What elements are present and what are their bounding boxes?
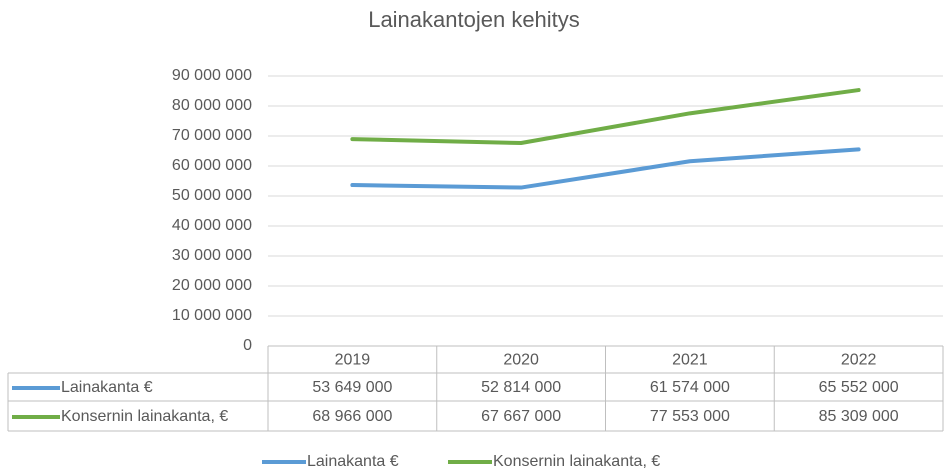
table-series-name: Lainakanta €	[61, 379, 153, 396]
legend-label: Konsernin lainakanta, €	[493, 453, 660, 470]
legend-label: Lainakanta €	[307, 453, 399, 470]
table-value: 52 814 000	[481, 379, 561, 396]
y-tick-label: 70 000 000	[172, 127, 252, 144]
table-value: 68 966 000	[312, 408, 392, 425]
x-tick-label: 2020	[503, 352, 539, 369]
table-value: 77 553 000	[650, 408, 730, 425]
x-tick-label: 2019	[335, 352, 371, 369]
y-tick-label: 30 000 000	[172, 247, 252, 264]
table-value: 67 667 000	[481, 408, 561, 425]
y-tick-label: 60 000 000	[172, 157, 252, 174]
y-tick-label: 50 000 000	[172, 187, 252, 204]
y-tick-label: 0	[243, 337, 252, 354]
y-tick-label: 40 000 000	[172, 217, 252, 234]
x-tick-label: 2021	[672, 352, 708, 369]
chart-title: Lainakantojen kehitys	[368, 7, 580, 32]
series-line	[350, 147, 861, 190]
series-line	[350, 88, 861, 145]
x-tick-label: 2022	[841, 352, 877, 369]
table-value: 61 574 000	[650, 379, 730, 396]
y-tick-label: 10 000 000	[172, 307, 252, 324]
y-tick-label: 90 000 000	[172, 67, 252, 84]
table-value: 85 309 000	[819, 408, 899, 425]
table-series-name: Konsernin lainakanta, €	[61, 408, 228, 425]
y-tick-label: 80 000 000	[172, 97, 252, 114]
y-tick-label: 20 000 000	[172, 277, 252, 294]
table-value: 53 649 000	[312, 379, 392, 396]
table-value: 65 552 000	[819, 379, 899, 396]
